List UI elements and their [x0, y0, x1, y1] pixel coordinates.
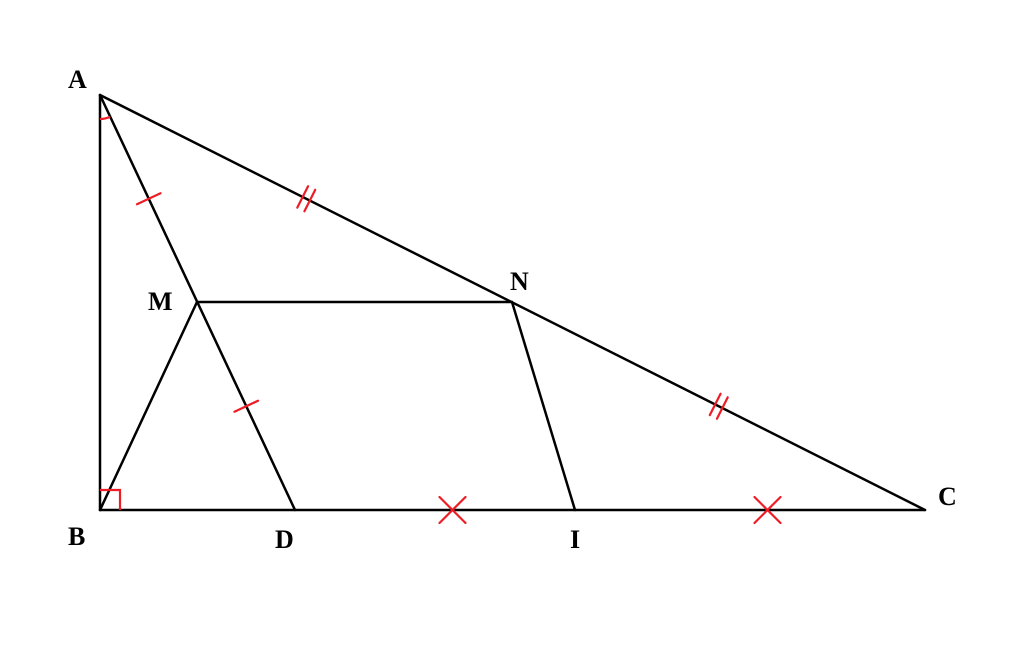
tick-mark: [234, 401, 258, 412]
label-A: A: [68, 65, 87, 94]
tick-mark: [304, 190, 315, 211]
tick-mark: [710, 394, 721, 415]
label-I: I: [570, 525, 580, 554]
tick-mark: [717, 397, 728, 418]
tick-mark: [137, 193, 161, 204]
segment-N-I: [512, 302, 575, 510]
label-C: C: [938, 482, 957, 511]
label-B: B: [68, 522, 85, 551]
label-D: D: [275, 525, 294, 554]
angle-arc: [100, 117, 110, 119]
label-N: N: [510, 267, 529, 296]
label-M: M: [148, 287, 173, 316]
tick-mark: [297, 186, 308, 207]
right-angle-mark: [100, 490, 120, 510]
segment-M-B: [100, 302, 197, 510]
geometry-diagram: A B C D I M N: [0, 0, 1024, 648]
